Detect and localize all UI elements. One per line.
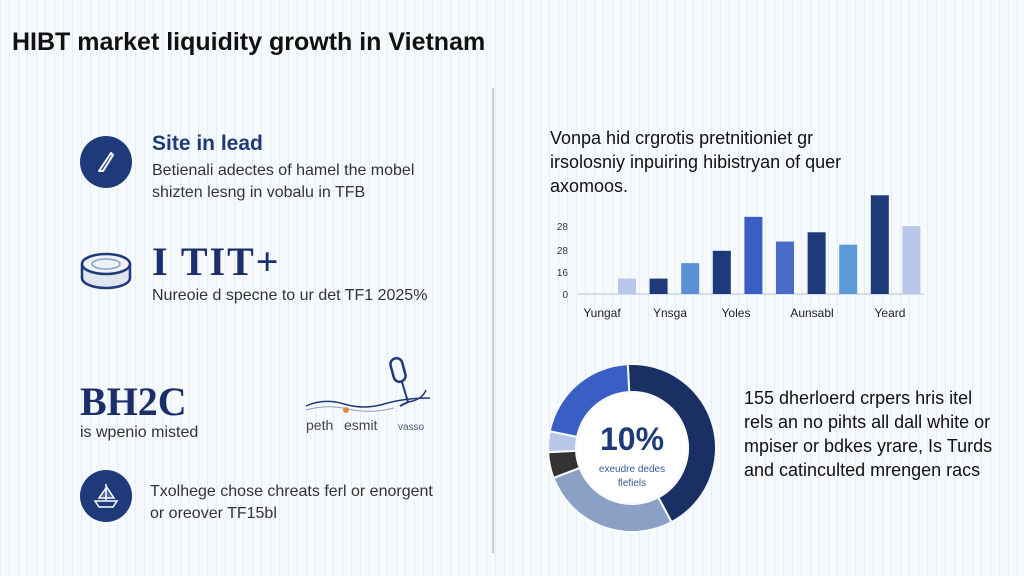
bar — [807, 232, 826, 294]
bar — [649, 278, 668, 294]
brand-mark: BH2C — [80, 379, 187, 424]
chart-description: Vonpa hid crgrotis pretnitioniet gr irso… — [550, 128, 842, 196]
x-tick-label: Ynsga — [653, 306, 687, 320]
bar — [618, 278, 636, 294]
column-divider — [492, 88, 494, 553]
bar-chart: 0 16 28 28 Yungaf Ynsga Yoles Aunsabl Yeard — [557, 195, 924, 320]
ship-icon — [80, 470, 132, 522]
bar — [902, 226, 921, 294]
metric-desc: Nureoie d specne to ur det TF1 2025% — [152, 287, 428, 304]
donut-description: 155 dherloerd crpers hris itel rels an n… — [744, 388, 993, 480]
donut-center-line1: exeudre dedes — [599, 464, 665, 475]
donut-hole — [577, 393, 687, 503]
donut-slice — [548, 363, 631, 438]
coin-stack-icon — [78, 248, 134, 292]
donut-chart: 10% exeudre dedes flefiels — [547, 363, 717, 533]
brand-sub: is wpenio misted — [80, 424, 199, 441]
x-tick-label: Aunsabl — [790, 306, 833, 320]
bar — [776, 241, 794, 294]
bar — [839, 244, 858, 294]
bar — [712, 250, 731, 294]
bar — [870, 195, 889, 294]
x-tick-label: Yungaf — [583, 306, 621, 320]
exchange-desc-line2: or oreover TF15bl — [150, 505, 277, 522]
x-tick-label: Yeard — [875, 306, 906, 320]
pen-icon — [80, 136, 132, 188]
donut-slice — [626, 363, 717, 524]
x-tick-label: Yoles — [722, 306, 751, 320]
y-tick-label: 28 — [557, 246, 569, 257]
y-tick-label: 16 — [557, 268, 569, 279]
lead-heading: Site in lead — [152, 132, 263, 155]
y-tick-label: 28 — [557, 222, 569, 233]
bar — [681, 263, 700, 294]
y-tick-label: 0 — [562, 290, 568, 301]
illus-label-1: peth — [306, 417, 334, 433]
page-title: HIBT market liquidity growth in Vietnam — [12, 28, 486, 56]
bar — [744, 216, 763, 294]
microphone-icon — [304, 354, 434, 430]
exchange-desc-line1: Txolhege chose chreats ferl or enorgent — [150, 483, 433, 500]
metric-number: I TIT+ — [152, 239, 281, 284]
lead-desc-line1: Betienali adectes of hamel the mobel — [152, 162, 415, 179]
illus-label-3: vasso — [398, 422, 425, 433]
donut-center-line2: flefiels — [618, 478, 646, 489]
donut-center-value: 10% — [600, 421, 664, 457]
lead-desc-line2: shizten lesng in vobalu in TFB — [152, 184, 366, 201]
illus-label-2: esmit — [344, 417, 378, 433]
